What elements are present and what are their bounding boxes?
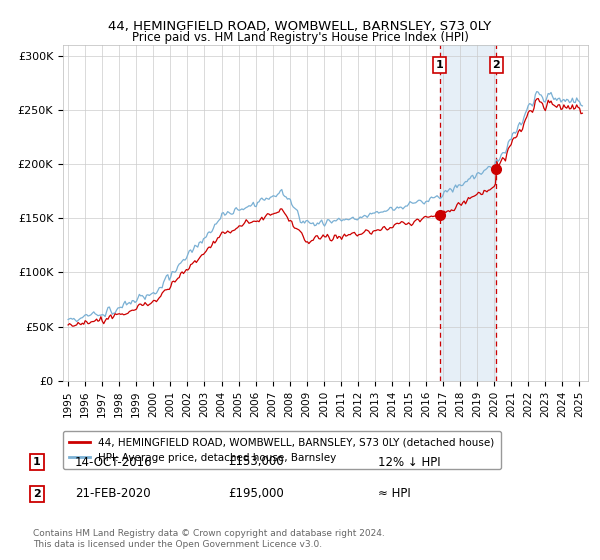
Text: 21-FEB-2020: 21-FEB-2020 [75, 487, 151, 501]
Text: 44, HEMINGFIELD ROAD, WOMBWELL, BARNSLEY, S73 0LY: 44, HEMINGFIELD ROAD, WOMBWELL, BARNSLEY… [109, 20, 491, 32]
Text: 1: 1 [33, 457, 41, 467]
Bar [440, 45, 496, 381]
Text: 2: 2 [493, 60, 500, 70]
Text: 12% ↓ HPI: 12% ↓ HPI [378, 455, 440, 469]
Text: £195,000: £195,000 [228, 487, 284, 501]
Text: 2: 2 [33, 489, 41, 499]
Text: 1: 1 [436, 60, 443, 70]
Text: ≈ HPI: ≈ HPI [378, 487, 411, 501]
Text: 14-OCT-2016: 14-OCT-2016 [75, 455, 152, 469]
Legend: 44, HEMINGFIELD ROAD, WOMBWELL, BARNSLEY, S73 0LY (detached house), HPI: Average: 44, HEMINGFIELD ROAD, WOMBWELL, BARNSLEY… [63, 431, 501, 469]
Bar [571, 45, 588, 381]
Text: Contains HM Land Registry data © Crown copyright and database right 2024.
This d: Contains HM Land Registry data © Crown c… [33, 529, 385, 549]
Text: Price paid vs. HM Land Registry's House Price Index (HPI): Price paid vs. HM Land Registry's House … [131, 31, 469, 44]
Text: £153,000: £153,000 [228, 455, 284, 469]
